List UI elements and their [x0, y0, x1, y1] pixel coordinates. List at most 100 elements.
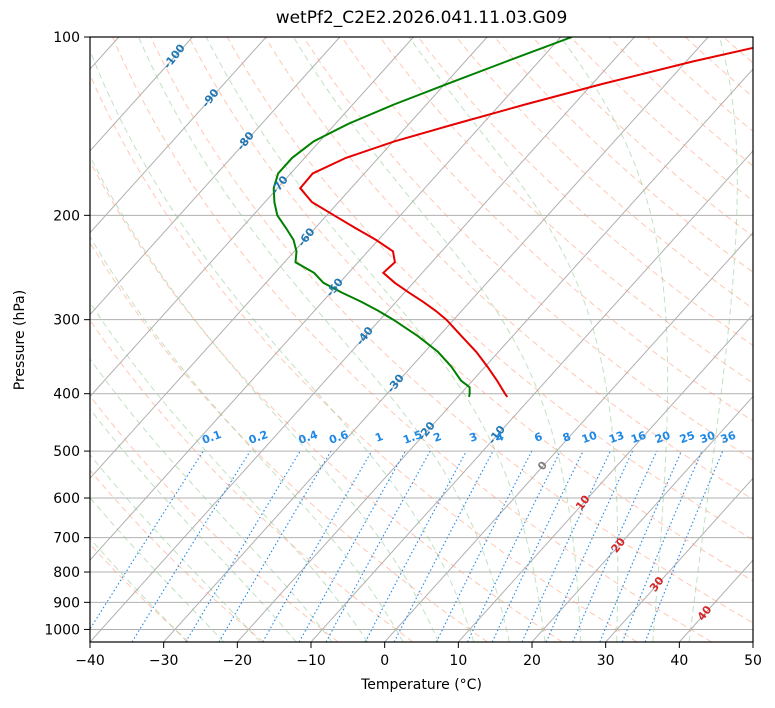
x-tick-label: 30 [597, 653, 615, 669]
moist-adiabat [90, 496, 225, 642]
moist-adiabat [90, 453, 261, 642]
mixing-ratio-label: 3 [468, 430, 480, 445]
moist-adiabat [90, 537, 188, 642]
mixing-ratio-label: 30 [698, 429, 717, 447]
dry-adiabat [150, 37, 753, 624]
isotherm-gridline [457, 313, 753, 642]
x-tick-label: −10 [296, 653, 326, 669]
mixing-ratio-line [90, 450, 204, 631]
moist-adiabat [90, 235, 404, 642]
dry-adiabat [608, 37, 753, 167]
y-tick-label: 900 [53, 595, 80, 611]
dry-adiabat [112, 37, 712, 642]
moist-adiabat [205, 37, 546, 642]
y-tick-label: 300 [53, 313, 80, 329]
chart-title: wetPf2_C2E2.2026.041.11.03.G09 [275, 8, 568, 28]
mixing-ratio-line [467, 450, 561, 642]
mixing-ratio-label: 4 [494, 430, 506, 445]
dry-adiabat [90, 469, 264, 642]
isotherm-gridline [90, 37, 488, 480]
isotherm-gridline [310, 150, 753, 642]
dry-adiabat [226, 37, 753, 541]
mixing-ratio-label: 0.1 [200, 428, 223, 447]
dry-adiabat [455, 37, 753, 310]
y-tick-label: 600 [53, 491, 80, 507]
dry-adiabat [532, 37, 753, 237]
dewpoint-profile-line [272, 37, 573, 398]
moist-adiabat [90, 301, 369, 642]
isotherm-gridline [90, 37, 635, 642]
mixing-ratio-line [491, 450, 584, 642]
isotherm-gridline [0, 37, 45, 642]
mixing-ratio-line [545, 450, 633, 642]
y-tick-label: 800 [53, 565, 80, 581]
mixing-ratio-label: 2 [432, 430, 444, 445]
dry-adiabat [264, 37, 753, 501]
mixing-ratio-label: 20 [653, 429, 672, 447]
temperature-profile-line [298, 46, 753, 398]
mixing-ratio-line [185, 450, 301, 642]
y-tick-label: 400 [53, 387, 80, 403]
mixing-ratio-line [131, 450, 251, 642]
mixing-ratio-line [262, 450, 373, 642]
isotherm-gridline [384, 231, 753, 642]
mixing-ratio-line [521, 450, 611, 642]
mixing-ratio-label: 0.2 [247, 428, 270, 447]
plot-frame [89, 36, 754, 643]
mixing-ratio-line [599, 450, 682, 642]
mixing-ratio-line [218, 450, 332, 642]
mixing-ratio-label: 13 [607, 429, 626, 446]
mixing-ratio-label: 1 [373, 430, 385, 445]
y-tick-label: 200 [53, 208, 80, 224]
isotherm-gridline [236, 68, 753, 642]
dry-adiabat [90, 73, 638, 642]
mixing-ratio-line [364, 450, 467, 642]
mixing-ratio-label: 0.6 [327, 428, 350, 447]
y-tick-label: 700 [53, 531, 80, 547]
isotherm-gridline [90, 37, 193, 152]
isotherm-gridline [90, 37, 267, 234]
mixing-ratio-label: 25 [678, 429, 697, 446]
mixing-ratio-label: 36 [719, 429, 738, 447]
x-tick-label: 50 [744, 653, 762, 669]
x-tick-label: 40 [670, 653, 688, 669]
mixing-ratio-line [298, 450, 406, 642]
dry-adiabat [90, 543, 190, 642]
dry-adiabat [379, 37, 753, 384]
isotherm-gridline [752, 641, 753, 642]
moist-adiabat [138, 37, 510, 642]
x-axis-label: Temperature (°C) [361, 677, 482, 693]
isotherm-gridline [163, 37, 709, 642]
moist-adiabat [408, 37, 619, 642]
y-tick-label: 500 [53, 444, 80, 460]
moist-adiabat [90, 408, 297, 642]
mixing-ratio-label: 6 [533, 430, 545, 445]
x-tick-label: 10 [449, 653, 467, 669]
moist-adiabat [688, 37, 738, 642]
dry-adiabat [341, 37, 753, 422]
mixing-ratio-line [325, 450, 431, 642]
dry-adiabat [90, 394, 339, 642]
isotherm-gridline [531, 395, 753, 642]
dry-adiabat [417, 37, 753, 347]
mixing-ratio-label: 1.5 [401, 428, 424, 447]
mixing-ratio-line [621, 450, 703, 642]
moist-adiabat [90, 358, 333, 642]
isotherm-gridline [90, 37, 562, 561]
moist-adiabat [560, 37, 669, 642]
x-tick-label: −40 [75, 653, 105, 669]
dry-adiabat [90, 319, 414, 642]
mixing-ratio-label: 10 [580, 429, 599, 447]
dry-adiabat [188, 37, 753, 582]
x-tick-label: −20 [223, 653, 253, 669]
x-tick-label: 20 [523, 653, 541, 669]
dry-adiabat [646, 37, 753, 132]
dry-adiabat [90, 241, 488, 642]
isotherm-gridline [605, 477, 753, 642]
moist-adiabat [90, 49, 475, 642]
mixing-ratio-line [393, 450, 494, 642]
y-tick-label: 1000 [44, 622, 80, 638]
moist-adiabat [90, 155, 439, 642]
dry-adiabat [570, 37, 753, 202]
